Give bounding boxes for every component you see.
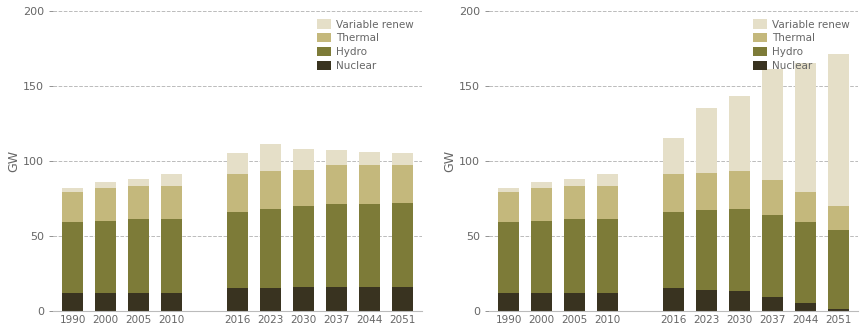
Bar <box>62 188 83 193</box>
Bar <box>498 293 519 311</box>
Bar <box>828 230 849 309</box>
Bar <box>695 210 717 290</box>
Bar <box>392 287 413 311</box>
Bar <box>128 186 150 219</box>
Bar <box>597 186 618 219</box>
Bar <box>663 138 684 174</box>
Bar <box>62 193 83 222</box>
Bar <box>359 205 380 287</box>
Bar <box>62 293 83 311</box>
Bar <box>161 174 183 186</box>
Bar <box>762 69 783 180</box>
Bar <box>728 96 750 171</box>
Bar <box>359 165 380 205</box>
Bar <box>531 221 553 293</box>
Bar <box>498 193 519 222</box>
Bar <box>762 215 783 297</box>
Bar <box>564 293 586 311</box>
Bar <box>62 222 83 293</box>
Bar <box>325 150 347 165</box>
Bar <box>95 221 116 293</box>
Bar <box>828 309 849 311</box>
Bar <box>359 287 380 311</box>
Bar <box>728 209 750 291</box>
Bar <box>728 171 750 209</box>
Bar <box>695 290 717 311</box>
Bar <box>260 209 281 289</box>
Bar <box>828 54 849 206</box>
Bar <box>392 203 413 287</box>
Bar <box>795 303 816 311</box>
Bar <box>227 289 248 311</box>
Bar <box>663 174 684 212</box>
Bar <box>663 289 684 311</box>
Bar <box>828 206 849 230</box>
Bar <box>95 293 116 311</box>
Bar <box>325 205 347 287</box>
Bar <box>95 188 116 221</box>
Bar <box>795 63 816 193</box>
Bar <box>597 174 618 186</box>
Bar <box>498 222 519 293</box>
Bar <box>292 170 314 206</box>
Bar <box>531 188 553 221</box>
Legend: Variable renew, Thermal, Hydro, Nuclear: Variable renew, Thermal, Hydro, Nuclear <box>314 16 417 74</box>
Bar <box>325 165 347 205</box>
Bar <box>161 186 183 219</box>
Bar <box>325 287 347 311</box>
Bar <box>128 179 150 186</box>
Bar <box>728 291 750 311</box>
Bar <box>762 180 783 215</box>
Legend: Variable renew, Thermal, Hydro, Nuclear: Variable renew, Thermal, Hydro, Nuclear <box>750 16 853 74</box>
Bar <box>564 186 586 219</box>
Bar <box>128 293 150 311</box>
Bar <box>531 182 553 188</box>
Bar <box>597 293 618 311</box>
Bar <box>292 287 314 311</box>
Bar <box>695 173 717 210</box>
Bar <box>795 193 816 222</box>
Bar <box>227 212 248 289</box>
Bar <box>531 293 553 311</box>
Bar <box>260 144 281 171</box>
Bar <box>161 293 183 311</box>
Bar <box>260 289 281 311</box>
Bar <box>762 297 783 311</box>
Bar <box>95 182 116 188</box>
Bar <box>392 165 413 203</box>
Bar <box>695 109 717 173</box>
Bar <box>392 153 413 165</box>
Bar <box>564 179 586 186</box>
Bar <box>498 188 519 193</box>
Y-axis label: GW: GW <box>7 150 20 172</box>
Bar <box>292 206 314 287</box>
Bar <box>260 171 281 209</box>
Bar <box>663 212 684 289</box>
Bar <box>359 152 380 165</box>
Y-axis label: GW: GW <box>443 150 456 172</box>
Bar <box>292 149 314 170</box>
Bar <box>161 219 183 293</box>
Bar <box>128 219 150 293</box>
Bar <box>564 219 586 293</box>
Bar <box>227 153 248 174</box>
Bar <box>597 219 618 293</box>
Bar <box>227 174 248 212</box>
Bar <box>795 222 816 303</box>
